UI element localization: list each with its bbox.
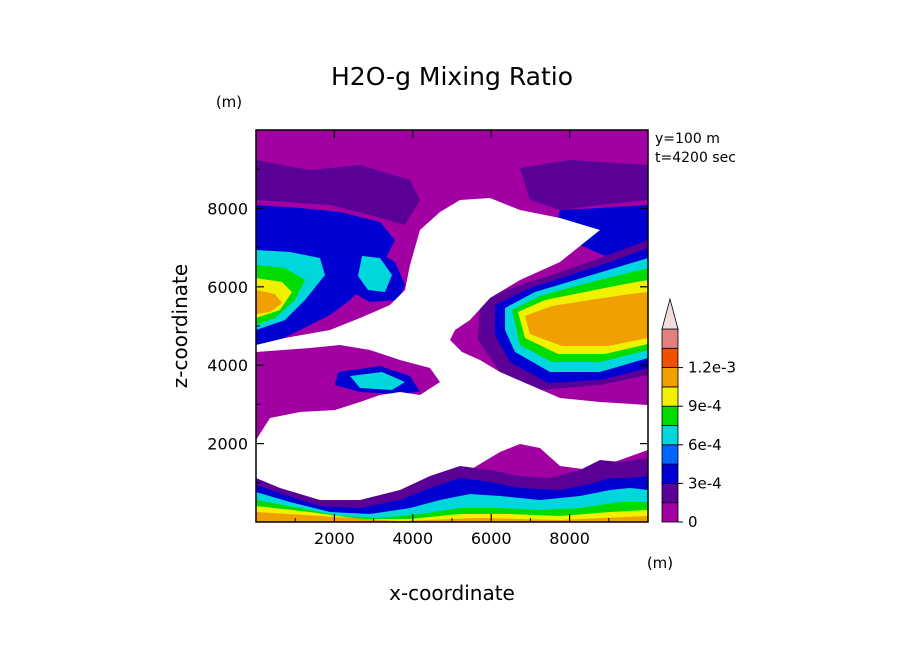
region-right-orange <box>525 292 648 346</box>
x-unit-label: (m) <box>647 554 673 572</box>
colorbar-box <box>661 482 679 504</box>
colorbar-box <box>661 444 679 465</box>
colorbar-label: 6e-4 <box>688 436 722 454</box>
plot-area <box>256 130 648 522</box>
annotation-y: y=100 m <box>655 131 720 147</box>
colorbar-label: 9e-4 <box>688 397 722 415</box>
x-axis-label: x-coordinate <box>389 581 515 605</box>
y-tick-label: 4000 <box>207 356 248 375</box>
colorbar-box <box>661 367 679 388</box>
colorbar-box <box>661 405 679 426</box>
x-tick-label: 2000 <box>314 529 355 548</box>
colorbar-box <box>661 463 679 484</box>
x-tick-label: 8000 <box>549 529 590 548</box>
colorbar: 0 3e-4 6e-4 9e-4 1.2e-3 <box>661 297 736 531</box>
colorbar-label: 1.2e-3 <box>688 359 736 377</box>
axes: 2000 4000 6000 8000 2000 4000 6000 8000 <box>207 130 648 548</box>
region-left-orange <box>256 290 282 314</box>
colorbar-box <box>661 347 679 368</box>
x-tick-label: 4000 <box>392 529 433 548</box>
y-tick-label: 8000 <box>207 199 248 218</box>
region-surface-yellow <box>256 506 648 522</box>
region-upper-band <box>256 160 420 225</box>
colorbar-label: 3e-4 <box>688 474 722 492</box>
region-mid-cyan <box>350 372 405 390</box>
y-tick-label: 6000 <box>207 278 248 297</box>
x-tick-label: 6000 <box>471 529 512 548</box>
colorbar-extend-arrow <box>661 297 679 330</box>
chart-title: H2O-g Mixing Ratio <box>331 62 573 91</box>
region-left-cyan-fingers <box>358 256 392 292</box>
region-upper-band-right <box>520 160 648 210</box>
region-dry-core <box>256 198 648 510</box>
y-tick-label: 2000 <box>207 435 248 454</box>
region-surface-orange <box>256 512 648 522</box>
colorbar-label: 0 <box>688 513 698 531</box>
colorbar-box <box>661 328 679 349</box>
region-right-blue-top <box>555 205 648 258</box>
colorbar-box <box>661 386 679 407</box>
colorbar-box <box>661 425 679 446</box>
y-unit-label: (m) <box>216 93 242 111</box>
y-axis-label: z-coordinate <box>168 264 192 388</box>
colorbar-box <box>661 502 679 523</box>
annotation-t: t=4200 sec <box>655 150 736 166</box>
